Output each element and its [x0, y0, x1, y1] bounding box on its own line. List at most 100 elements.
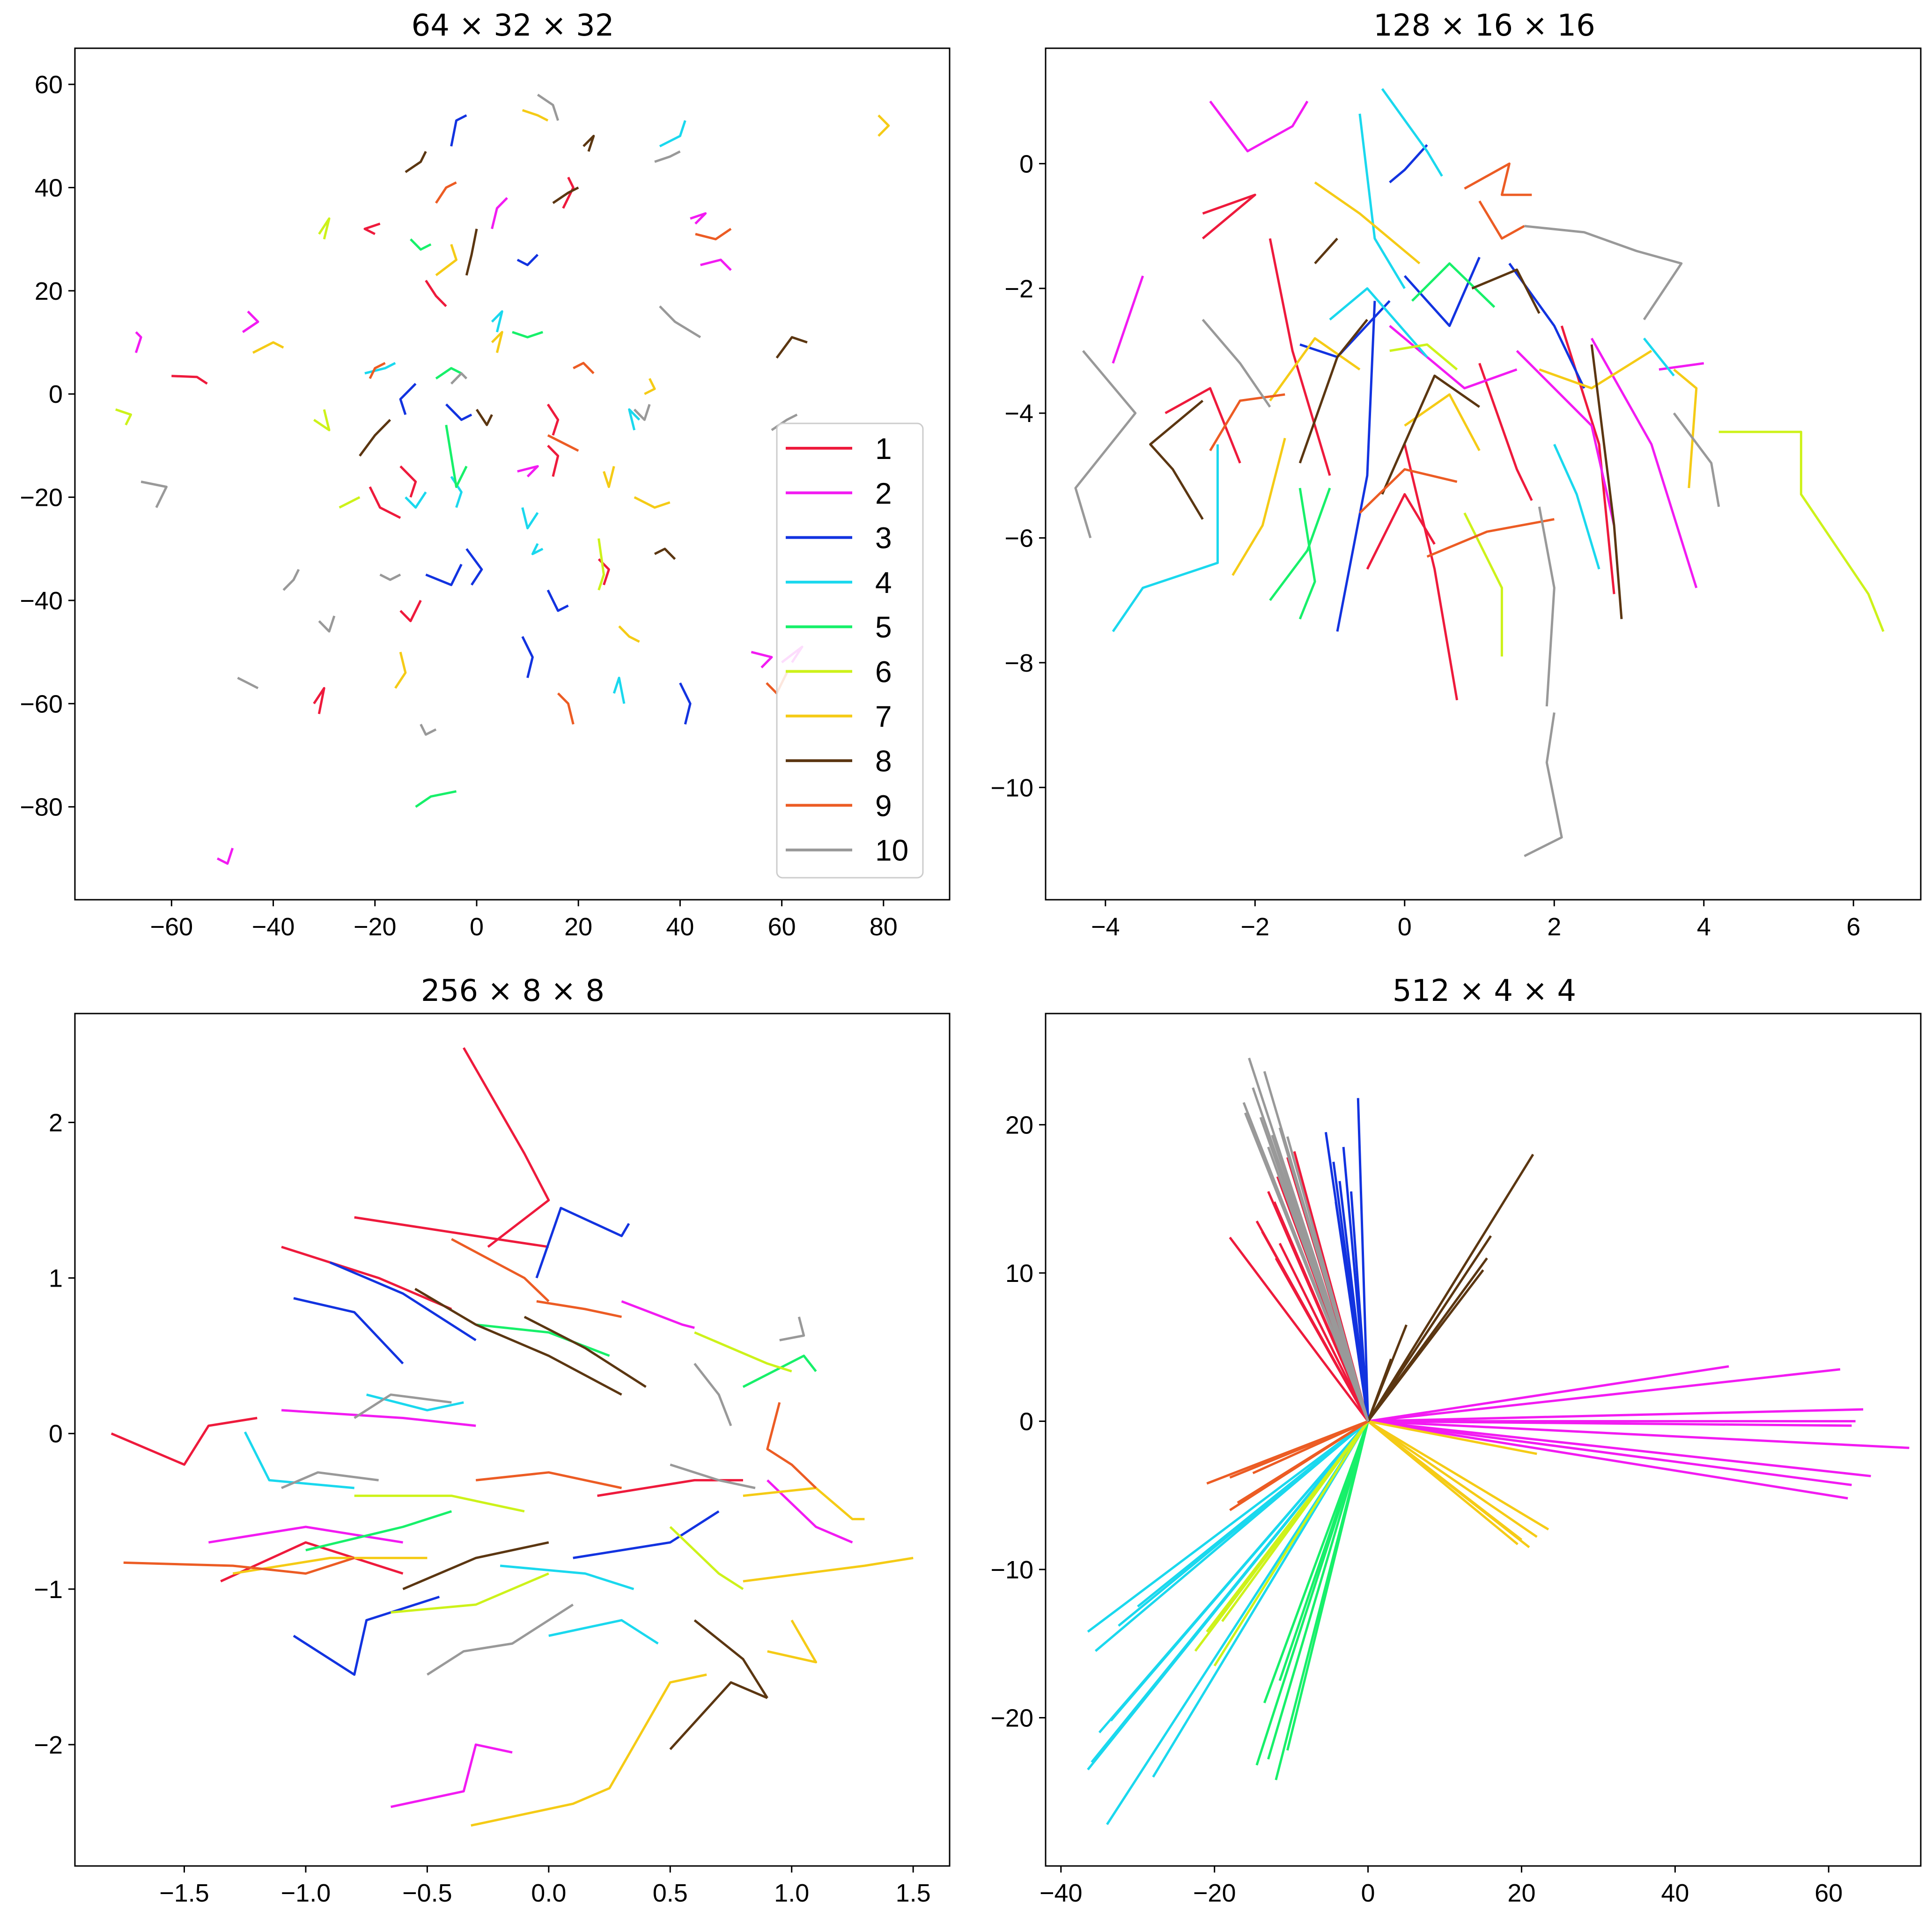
- x-tick-label: −20: [1193, 1879, 1236, 1907]
- y-tick-label: −80: [20, 793, 63, 822]
- trajectory-line-3: [535, 1207, 630, 1279]
- trajectory-line-2: [134, 331, 142, 353]
- trajectory-line-3: [516, 253, 539, 267]
- trajectory-line-1: [1268, 238, 1331, 476]
- trajectory-line-7: [1367, 1420, 1549, 1531]
- trajectory-line-9: [475, 1471, 622, 1489]
- x-tick-label: 6: [1846, 913, 1860, 941]
- x-tick-label: −0.5: [402, 1879, 452, 1907]
- trajectory-line-2: [1516, 350, 1615, 526]
- trajectory-line-1: [546, 403, 560, 436]
- y-tick-label: 20: [35, 277, 63, 305]
- trajectory-line-3: [445, 403, 472, 421]
- x-tick-label: −4: [1091, 913, 1120, 941]
- plot-frame: [1045, 1013, 1922, 1867]
- trajectory-line-8: [669, 1681, 768, 1750]
- trajectory-line-1: [1366, 493, 1436, 570]
- trajectory-line-3: [293, 1596, 440, 1676]
- y-tick-label: 0: [49, 380, 63, 408]
- trajectory-line-8: [552, 186, 579, 204]
- trajectory-line-2: [1368, 1368, 1841, 1422]
- trajectory-lines: [111, 1047, 914, 1827]
- trajectory-line-9: [547, 434, 579, 452]
- trajectory-line-1: [354, 1216, 549, 1248]
- trajectory-line-7: [1314, 181, 1421, 265]
- trajectory-line-8: [465, 229, 478, 276]
- trajectory-line-3: [1389, 144, 1428, 184]
- y-tick-label: −6: [1004, 525, 1033, 553]
- trajectory-line-1: [369, 486, 401, 519]
- trajectory-line-4: [548, 1619, 659, 1645]
- x-tick-label: −40: [1040, 1879, 1083, 1907]
- trajectory-line-9: [536, 1300, 622, 1318]
- x-tick-label: −60: [150, 913, 193, 941]
- trajectory-line-6: [339, 496, 361, 509]
- trajectory-line-5: [415, 790, 457, 808]
- trajectory-line-5: [475, 1323, 610, 1357]
- trajectory-line-4: [1091, 1420, 1369, 1763]
- trajectory-line-8: [1298, 318, 1368, 464]
- trajectory-line-1: [399, 600, 422, 622]
- trajectory-line-7: [471, 1673, 707, 1827]
- trajectory-line-10: [693, 1362, 732, 1427]
- trajectory-line-6: [669, 1526, 744, 1590]
- trajectory-line-9: [1209, 393, 1285, 452]
- trajectory-line-2: [208, 1525, 403, 1544]
- y-tick-label: −2: [1004, 275, 1033, 303]
- x-tick-label: 0: [1398, 913, 1412, 941]
- trajectory-line-9: [573, 362, 595, 374]
- trajectory-line-2: [1590, 338, 1698, 588]
- trajectory-line-8: [1590, 344, 1623, 619]
- trajectory-line-4: [1553, 444, 1600, 570]
- trajectory-line-10: [1524, 712, 1563, 858]
- trajectory-line-2: [1368, 1420, 1910, 1449]
- trajectory-line-5: [1267, 1421, 1369, 1760]
- plot-frame: [74, 47, 951, 901]
- trajectory-line-8: [402, 1541, 549, 1591]
- y-tick-label: 2: [49, 1109, 63, 1137]
- trajectory-line-8: [654, 548, 676, 560]
- x-tick-label: 60: [1814, 1879, 1843, 1907]
- trajectory-line-4: [1643, 337, 1675, 377]
- trajectory-line-2: [242, 311, 259, 333]
- trajectory-line-10: [450, 372, 468, 385]
- trajectory-line-7: [634, 496, 671, 509]
- trajectory-line-7: [767, 1620, 818, 1664]
- trajectory-line-7: [1404, 393, 1481, 452]
- x-tick-label: 60: [768, 913, 796, 941]
- legend-label-9: 9: [875, 789, 892, 822]
- trajectory-line-10: [1074, 350, 1137, 539]
- trajectory-line-3: [293, 1297, 404, 1365]
- trajectory-line-4: [500, 1564, 634, 1591]
- trajectory-line-6: [1213, 1421, 1369, 1667]
- trajectory-line-7: [491, 331, 503, 353]
- trajectory-line-4: [659, 120, 686, 148]
- trajectory-line-6: [1221, 1420, 1369, 1622]
- trajectory-line-1: [171, 375, 208, 385]
- trajectory-line-6: [1718, 430, 1885, 632]
- y-tick-label: −10: [990, 1556, 1033, 1584]
- trajectory-line-10: [237, 676, 259, 689]
- trajectory-line-1: [1202, 193, 1256, 240]
- trajectory-line-1: [597, 1479, 743, 1497]
- x-tick-label: −1.5: [159, 1879, 209, 1907]
- y-tick-label: 1: [49, 1265, 63, 1293]
- axis-ticks: −4 −2 0 2 4 6 −10 −8 −6 −4 −2 0: [990, 150, 1860, 941]
- trajectory-line-1: [1275, 1258, 1369, 1422]
- trajectory-line-1: [399, 465, 417, 498]
- trajectory-line-3: [1324, 1132, 1370, 1421]
- trajectory-line-8: [405, 151, 427, 173]
- trajectory-line-2: [621, 1300, 695, 1329]
- trajectory-lines: [115, 94, 890, 865]
- trajectory-line-2: [1368, 1408, 1864, 1422]
- trajectory-line-6: [1463, 512, 1503, 657]
- trajectory-line-6: [318, 217, 331, 240]
- subplot-128x16x16: 128 × 16 × 16 −4 −2 0 2 4 6 −10 −8 −6 −4 −2 0: [990, 8, 1922, 941]
- trajectory-line-3: [450, 114, 467, 147]
- legend: 1 2 3 4 5 6 7 8 9 10: [776, 422, 924, 879]
- x-tick-label: −1.0: [281, 1879, 331, 1907]
- trajectory-line-2: [281, 1409, 476, 1427]
- trajectory-line-8: [475, 408, 493, 426]
- x-tick-label: 1.0: [774, 1879, 809, 1907]
